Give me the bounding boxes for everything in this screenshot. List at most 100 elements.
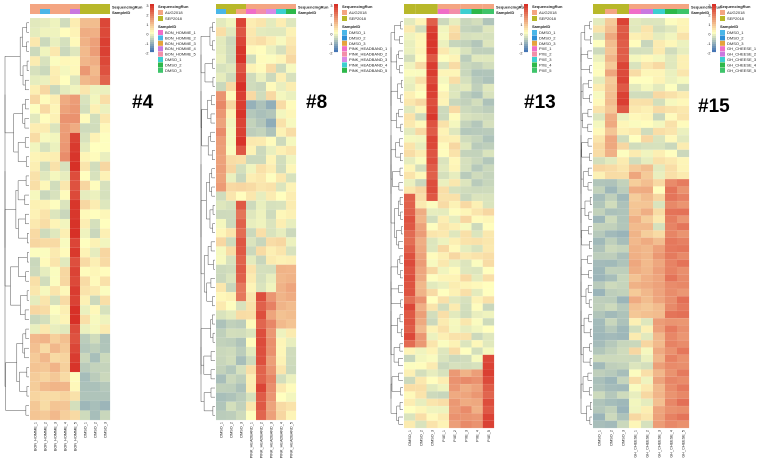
- heatmap-cell: [246, 237, 257, 247]
- heatmap-cell: [641, 164, 654, 172]
- heatmap-cell: [471, 186, 483, 194]
- heatmap-cell: [70, 104, 81, 114]
- heatmap-cell: [70, 85, 81, 95]
- heatmap-cell: [80, 180, 91, 191]
- color-scale-step: [524, 50, 528, 53]
- heatmap-cell: [276, 182, 287, 192]
- heatmap-cell: [276, 228, 287, 238]
- heatmap-cell: [40, 161, 51, 172]
- heatmap-cell: [256, 219, 267, 229]
- heatmap-cell: [404, 325, 416, 333]
- heatmap-cell: [665, 310, 678, 319]
- dendrogram-branch: [580, 149, 584, 180]
- run-annotation-cell: [426, 4, 438, 9]
- heatmap-cell: [266, 164, 277, 174]
- heatmap-cell: [266, 255, 277, 265]
- dendrogram-branch: [209, 173, 212, 192]
- heatmap-cell: [593, 135, 606, 143]
- color-scale-tick: -1: [707, 42, 710, 46]
- heatmap-cell: [276, 127, 287, 137]
- heatmap-cell: [404, 179, 416, 187]
- heatmap-cell: [641, 193, 654, 202]
- dendrogram-branch: [200, 36, 210, 74]
- heatmap-cell: [482, 127, 495, 136]
- heatmap-cell: [677, 171, 690, 180]
- heatmap-cell: [629, 406, 642, 414]
- heatmap-cell: [80, 362, 91, 373]
- heatmap-cell: [677, 376, 690, 385]
- heatmap-cell: [460, 76, 472, 84]
- heatmap-cell: [404, 32, 416, 41]
- heatmap-cell: [286, 246, 297, 256]
- heatmap-cell: [426, 376, 438, 385]
- heatmap-cell: [226, 127, 237, 137]
- heatmap-cell: [40, 381, 51, 392]
- color-scale-step: [150, 26, 154, 29]
- heatmap-cell: [60, 286, 71, 296]
- dendrogram-branch: [589, 21, 592, 30]
- heatmap-cell: [482, 259, 495, 268]
- dendrogram-branch: [5, 362, 26, 411]
- heatmap-cell: [482, 303, 495, 311]
- heatmap-cell: [216, 228, 227, 238]
- heatmap-cell: [653, 164, 666, 172]
- heatmap-cell: [665, 54, 678, 63]
- heatmap-cell: [460, 25, 472, 33]
- heatmap-cell: [677, 406, 690, 414]
- color-scale-step: [150, 46, 154, 49]
- heatmap-cell: [226, 191, 237, 201]
- heatmap-cell: [40, 27, 51, 38]
- legend-swatch-sample: [158, 51, 163, 57]
- heatmap-cell: [276, 282, 287, 293]
- heatmap-cell: [641, 39, 654, 48]
- legend-label-sample: PXE_1: [539, 46, 552, 51]
- heatmap-cell: [60, 142, 71, 153]
- heatmap-cell: [593, 296, 606, 304]
- heatmap-cell: [665, 237, 678, 246]
- heatmap-cell: [605, 244, 618, 253]
- heatmap-cell: [471, 310, 483, 319]
- heatmap-cell: [226, 18, 237, 28]
- heatmap-cell: [593, 237, 606, 246]
- heatmap-cell: [482, 406, 495, 414]
- heatmap-cell: [50, 171, 61, 181]
- heatmap-cell: [449, 201, 461, 209]
- dendrogram-branch: [587, 123, 592, 132]
- heatmap-cell: [100, 123, 111, 133]
- heatmap-cell: [415, 69, 427, 77]
- heatmap-cell: [266, 356, 277, 366]
- color-scale-tick: 2: [520, 14, 522, 18]
- heatmap-cell: [246, 164, 257, 174]
- dendrogram-branch: [20, 295, 28, 315]
- heatmap-cell: [216, 401, 227, 411]
- heatmap-cell: [276, 200, 287, 210]
- heatmap-cell: [665, 25, 678, 33]
- heatmap-cell: [653, 157, 666, 165]
- heatmap-cell: [80, 305, 91, 315]
- heatmap-cell: [90, 362, 101, 373]
- color-scale-step: [150, 18, 154, 21]
- heatmap-cell: [677, 39, 690, 48]
- heatmap-cell: [665, 179, 678, 187]
- heatmap-cell: [605, 91, 618, 99]
- heatmap-cell: [30, 219, 41, 229]
- heatmap-cell: [276, 164, 287, 174]
- color-scale-tick: -1: [519, 42, 522, 46]
- heatmap-cell: [426, 32, 438, 41]
- heatmap-cell: [415, 113, 427, 121]
- heatmap-cell: [30, 391, 41, 401]
- heatmap-cell: [665, 340, 678, 348]
- heatmap-cell: [605, 120, 618, 128]
- heatmap-cell: [60, 410, 71, 421]
- heatmap-cell: [70, 18, 81, 28]
- heatmap-cell: [404, 91, 416, 99]
- heatmap-cell: [437, 310, 450, 319]
- heatmap-cell: [426, 296, 438, 304]
- heatmap-cell: [437, 171, 450, 180]
- heatmap-cell: [415, 340, 427, 348]
- annotation-label-sample: SampleID: [298, 10, 316, 15]
- heatmap-cell: [677, 237, 690, 246]
- heatmap-cell: [665, 223, 678, 231]
- heatmap-cell: [653, 398, 666, 407]
- heatmap-cell: [415, 310, 427, 319]
